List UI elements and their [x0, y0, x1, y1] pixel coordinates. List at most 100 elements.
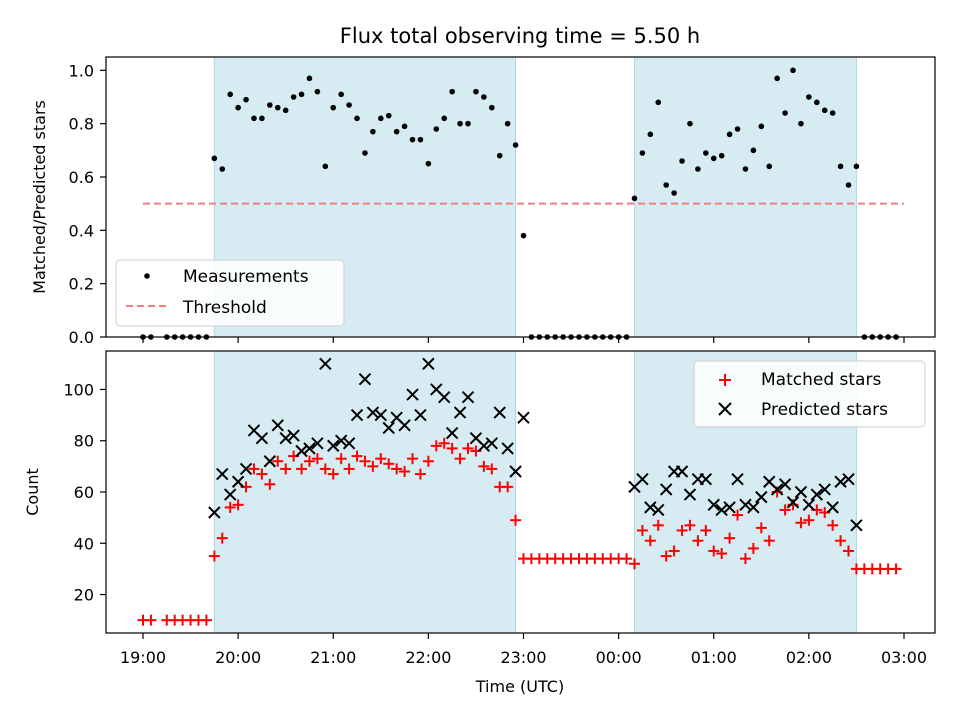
matched-star-point	[462, 442, 474, 454]
predicted-star-point	[231, 475, 245, 488]
measurement-point	[663, 182, 669, 188]
x-axis-label: Time (UTC)	[475, 677, 564, 696]
matched-star-point	[621, 553, 633, 565]
measurement-point	[243, 96, 249, 103]
bottom-y-axis: 20 40 60 80 100	[63, 380, 106, 605]
top-y-tick-label: 1.0	[69, 61, 94, 80]
matched-star-point	[399, 465, 411, 477]
measurement-point	[417, 136, 424, 143]
measurement-point	[512, 142, 519, 148]
matched-star-point	[200, 614, 212, 626]
top-y-tick-label: 0.4	[69, 221, 94, 240]
top-legend-box	[115, 259, 345, 327]
top-y-tick-label: 0.0	[69, 328, 94, 347]
measurement-point	[370, 128, 376, 135]
measurement-point	[679, 158, 685, 164]
measurement-point	[488, 104, 495, 111]
measurement-point	[362, 150, 368, 156]
matched-star-point	[256, 468, 268, 480]
measurement-point	[346, 102, 352, 108]
x-tick-label: 00:00	[596, 648, 642, 667]
predicted-star-point	[342, 437, 356, 450]
measurement-point	[441, 115, 448, 122]
measurement-point	[798, 120, 804, 127]
predicted-star-point	[699, 472, 713, 486]
predicted-star-point	[406, 388, 419, 401]
matched-star-point	[676, 524, 688, 536]
matched-star-point	[438, 437, 450, 449]
predicted-star-point	[683, 488, 697, 501]
shaded-interval-2	[633, 56, 857, 338]
measurement-point	[259, 115, 265, 122]
top-y-tick-label: 0.6	[69, 168, 94, 187]
measurement-point	[655, 99, 662, 106]
legend-marker-predicted	[718, 402, 732, 416]
measurement-point	[298, 91, 305, 98]
x-tick-label: 01:00	[691, 648, 737, 667]
predicted-star-point	[414, 408, 427, 422]
matched-star-point	[224, 501, 236, 513]
matched-star-point	[502, 481, 514, 493]
predicted-star-point	[445, 426, 459, 440]
predicted-star-point	[334, 434, 348, 447]
measurement-point	[338, 91, 344, 98]
measurement-point	[393, 128, 400, 135]
measurement-point	[845, 182, 852, 188]
measurement-point	[631, 195, 638, 202]
legend-label-matched: Matched stars	[761, 370, 881, 390]
matched-star-point	[359, 455, 371, 467]
top-axes-frame	[105, 56, 936, 338]
bottom-x-axis: 19:00 20:00 21:00 22:00 23:00 00:00 01:00 02:00…	[120, 633, 927, 667]
predicted-star-point	[659, 483, 673, 496]
predicted-star-point	[271, 419, 284, 432]
measurement-point	[790, 67, 796, 74]
predicted-star-point	[755, 490, 768, 504]
predicted-star-point	[826, 501, 839, 514]
predicted-star-point	[223, 488, 237, 501]
matched-star-point	[732, 509, 744, 521]
matched-star-point	[208, 550, 220, 562]
matched-star-point	[248, 463, 260, 475]
predicted-star-point	[818, 483, 831, 496]
matched-star-point	[843, 545, 855, 557]
measurement-point	[481, 94, 487, 100]
matched-star-point	[303, 455, 315, 467]
matched-star-point	[660, 550, 672, 562]
predicted-star-point	[422, 357, 435, 371]
x-tick-label: 22:00	[405, 648, 451, 667]
measurement-point	[409, 136, 416, 143]
matched-star-point	[668, 545, 680, 557]
measurement-point	[251, 115, 257, 122]
bottom-panel: 20 40 60 80 100 19:00 20:00 21:00 22:00 23:00 00:…	[23, 350, 936, 696]
predicted-star-point	[770, 483, 784, 496]
matched-star-point	[628, 558, 640, 570]
predicted-star-point	[636, 472, 649, 486]
predicted-star-point	[810, 488, 824, 501]
measurement-point	[639, 150, 646, 156]
matched-star-point	[652, 519, 664, 531]
matched-star-point	[367, 460, 379, 472]
top-legend: Measurements Threshold	[115, 259, 345, 327]
matched-star-point	[232, 499, 244, 511]
measurement-point	[282, 107, 289, 114]
measurement-point	[378, 115, 384, 122]
measurement-point	[671, 190, 677, 196]
predicted-star-point	[366, 406, 380, 419]
predicted-star-point	[358, 372, 372, 386]
measurement-point	[330, 104, 337, 111]
predicted-star-point	[374, 408, 388, 422]
measurement-point	[742, 166, 749, 172]
matched-star-point	[335, 453, 347, 465]
predicted-star-point	[255, 431, 269, 445]
matched-star-point	[319, 463, 331, 475]
matched-star-point	[692, 535, 704, 547]
bottom-y-tick-label: 40	[74, 534, 94, 553]
matched-star-point	[327, 468, 339, 480]
predicted-star-point	[644, 501, 657, 514]
x-tick-label: 20:00	[215, 648, 261, 667]
x-tick-label: 19:00	[120, 648, 166, 667]
predicted-star-point	[778, 478, 792, 491]
matched-star-point	[724, 532, 736, 544]
predicted-star-point	[652, 503, 665, 517]
